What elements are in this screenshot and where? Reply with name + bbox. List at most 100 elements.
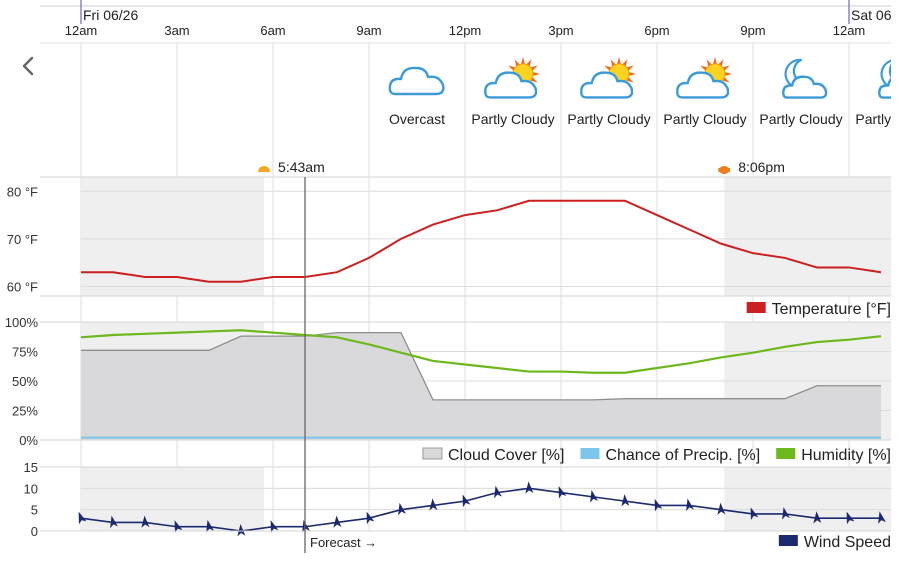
wind-direction-arrow: [174, 520, 183, 533]
wind-arrow-head: [366, 511, 375, 525]
wind-arrow-head: [590, 490, 598, 503]
precip-legend-swatch: [580, 448, 600, 459]
y-tick-label: 10: [24, 481, 38, 496]
hour-label: 12am: [65, 23, 98, 38]
cloud-shape: [388, 66, 445, 96]
wind-direction-arrow: [141, 515, 150, 528]
wind-direction-arrow: [621, 494, 630, 507]
cloud-shape: [676, 71, 730, 99]
wind-arrow-head: [78, 511, 87, 525]
wind-arrow-head: [462, 494, 471, 508]
forecast-label: Forecast →: [310, 535, 377, 550]
wind-direction-arrow: [270, 520, 279, 533]
wind-arrow-head: [654, 498, 663, 512]
sunrise-half-sun: [258, 166, 271, 172]
wind-direction-arrow: [429, 498, 438, 511]
condition-label: Partly Cloudy: [567, 111, 650, 127]
partly-cloudy-night-icon: [878, 59, 891, 99]
wind-direction-arrow: [717, 502, 726, 515]
temperature-line: [81, 199, 882, 283]
condition-label: Partly Cloudy: [855, 111, 900, 127]
wind-arrow-head: [813, 511, 822, 524]
condition-label: Partly Cloudy: [759, 111, 842, 127]
cloud-shape: [580, 71, 634, 99]
sunset-half-sun: [718, 168, 731, 174]
sunrise-time: 5:43am: [278, 159, 325, 175]
wind-direction-arrow: [462, 494, 471, 508]
wind-direction-arrow: [846, 511, 855, 525]
sun-ray: [617, 57, 621, 65]
sunset-time: 8:06pm: [738, 159, 785, 175]
wind-speed-legend-label: Wind Speed: [804, 534, 891, 551]
wind-arrow-head: [717, 502, 726, 515]
hour-label: 3am: [164, 23, 189, 38]
wind-speed-line: [80, 487, 881, 532]
wind-arrow-head: [174, 520, 183, 533]
wind-arrow-head: [878, 511, 886, 524]
wind-arrow-head: [750, 507, 759, 520]
night-shade: [81, 177, 265, 296]
sun-ray: [532, 72, 540, 76]
wind-arrow-head: [782, 507, 790, 520]
y-tick-label: 5: [31, 503, 38, 518]
wind-direction-arrow: [813, 511, 822, 524]
wind-direction-arrow: [878, 511, 886, 524]
condition-label: Partly Cloudy: [471, 111, 554, 127]
date-label: Fri 06/26: [83, 7, 138, 23]
previous-day-button[interactable]: [14, 50, 42, 82]
temperature-legend-swatch: [746, 302, 766, 313]
hour-label: 6pm: [644, 23, 669, 38]
wind-arrow-head: [686, 498, 694, 512]
wind-arrow-head: [525, 481, 534, 494]
night-shade: [724, 467, 891, 531]
wind-direction-arrow: [333, 515, 342, 528]
wind-arrow-head: [302, 519, 310, 533]
y-tick-label: 50%: [12, 374, 38, 389]
wind-direction-arrow: [398, 502, 406, 516]
hour-label: 3pm: [548, 23, 573, 38]
wind-arrow-head: [206, 519, 214, 533]
date-label: Sat 06/27: [851, 7, 900, 23]
wind-speed-legend-swatch: [778, 535, 798, 546]
condition-label: Overcast: [389, 111, 445, 127]
temperature-legend-label: Temperature [°F]: [772, 301, 891, 318]
night-shade: [724, 177, 891, 296]
wind-direction-arrow: [366, 511, 375, 525]
moon-shape: [880, 59, 891, 89]
wind-direction-arrow: [206, 519, 214, 533]
precip-legend-label: Chance of Precip. [%]: [605, 447, 760, 464]
cloud-cover-line: [81, 331, 881, 401]
wind-arrow-head: [141, 515, 150, 528]
chevron-left-icon: [22, 56, 34, 76]
wind-direction-arrow: [558, 486, 567, 499]
wind-direction-arrow: [110, 515, 118, 529]
wind-arrow-head: [429, 498, 438, 511]
y-tick-label: 15: [24, 460, 38, 475]
cloud-shape: [484, 71, 538, 99]
wind-arrow-head: [558, 486, 567, 499]
humidity-legend-swatch: [776, 448, 796, 459]
wind-arrow-head: [110, 515, 118, 529]
partly-cloudy-day-icon: [484, 57, 540, 99]
wind-arrow-head: [494, 485, 502, 499]
hour-label: 12am: [833, 23, 866, 38]
wind-direction-arrow: [525, 481, 534, 494]
cloud-cover-legend-swatch: [422, 447, 443, 460]
y-tick-label: 0%: [19, 433, 38, 448]
wind-direction-arrow: [686, 498, 694, 512]
wind-arrow-head: [333, 515, 342, 528]
wind-arrow-head: [846, 511, 855, 525]
y-tick-label: 60 °F: [7, 279, 38, 294]
wind-direction-arrow: [782, 507, 790, 520]
y-tick-label: 25%: [12, 404, 38, 419]
y-tick-label: 75%: [12, 345, 38, 360]
hour-label: 6am: [260, 23, 285, 38]
cloud-cover-legend-label: Cloud Cover [%]: [448, 447, 565, 464]
hour-label: 12pm: [449, 23, 482, 38]
hour-label: 9pm: [740, 23, 765, 38]
cloud-cover-area: [81, 332, 881, 440]
condition-label: Partly Cloudy: [663, 111, 746, 127]
partly-cloudy-day-icon: [676, 57, 732, 99]
hour-label: 9am: [356, 23, 381, 38]
